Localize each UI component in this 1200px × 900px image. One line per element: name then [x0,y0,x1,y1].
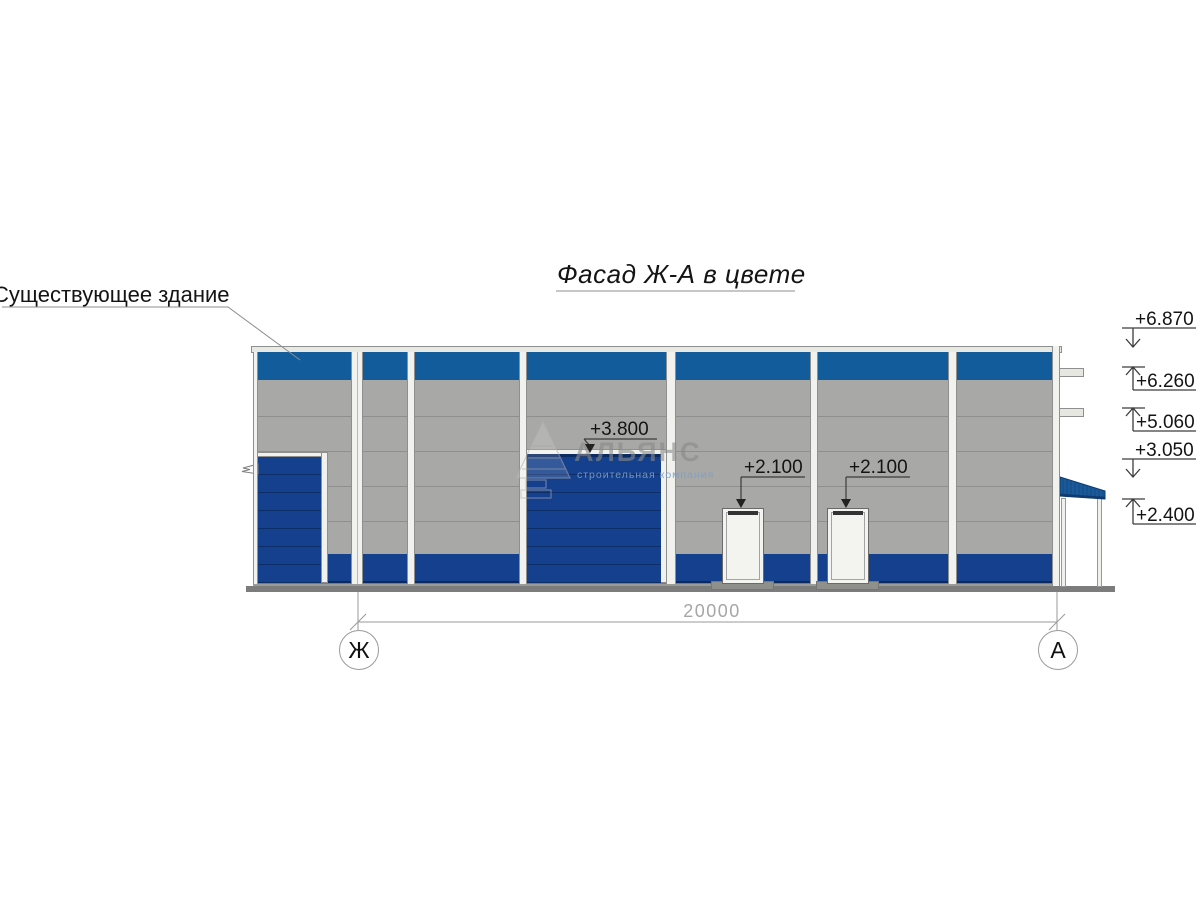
left-gate-leaf [257,457,321,583]
axis-letter: А [1050,636,1066,663]
level-mark: +6.870 [1135,309,1194,330]
level-mark: +5.060 [1136,412,1195,433]
canopy-post [1061,498,1066,587]
roof-beam-tab [1059,368,1084,377]
facade-column [666,352,676,584]
corner-trim-right [1052,346,1060,586]
top-blue-band [253,352,1060,380]
door-header [833,511,863,515]
main-gate-leaf [525,454,661,583]
door-level-mark: +2.100 [744,457,803,478]
level-mark: +3.050 [1135,440,1194,461]
level-mark: +6.260 [1136,371,1195,392]
facade-column [810,352,818,584]
door-panel [726,512,760,580]
door-header [728,511,758,515]
existing-building-note: Существующее здание [0,282,230,307]
facade-column [519,352,527,584]
drawing-title: Фасад Ж-А в цвете [557,259,806,289]
door-level-mark: +2.100 [849,457,908,478]
axis-letter: Ж [348,636,370,663]
axis-bubble-left: Ж [339,630,379,670]
panel-joint [253,416,1060,417]
facade-column [351,352,363,584]
facade-column [948,352,957,584]
facade-column [253,352,258,584]
facade-column [407,352,415,584]
door-panel [831,512,865,580]
level-mark: +2.400 [1136,505,1195,526]
axis-bubble-right: А [1038,630,1078,670]
plinth-strip [253,583,1060,587]
overall-dimension: 20000 [683,601,741,621]
left-gate-frame-side [321,452,328,583]
entry-door-1 [722,508,764,584]
canopy-post [1097,498,1102,587]
roof-beam-tab [1059,408,1084,417]
ground-line [246,586,1115,592]
gate-level-mark: +3.800 [590,419,649,440]
entry-door-2 [827,508,869,584]
